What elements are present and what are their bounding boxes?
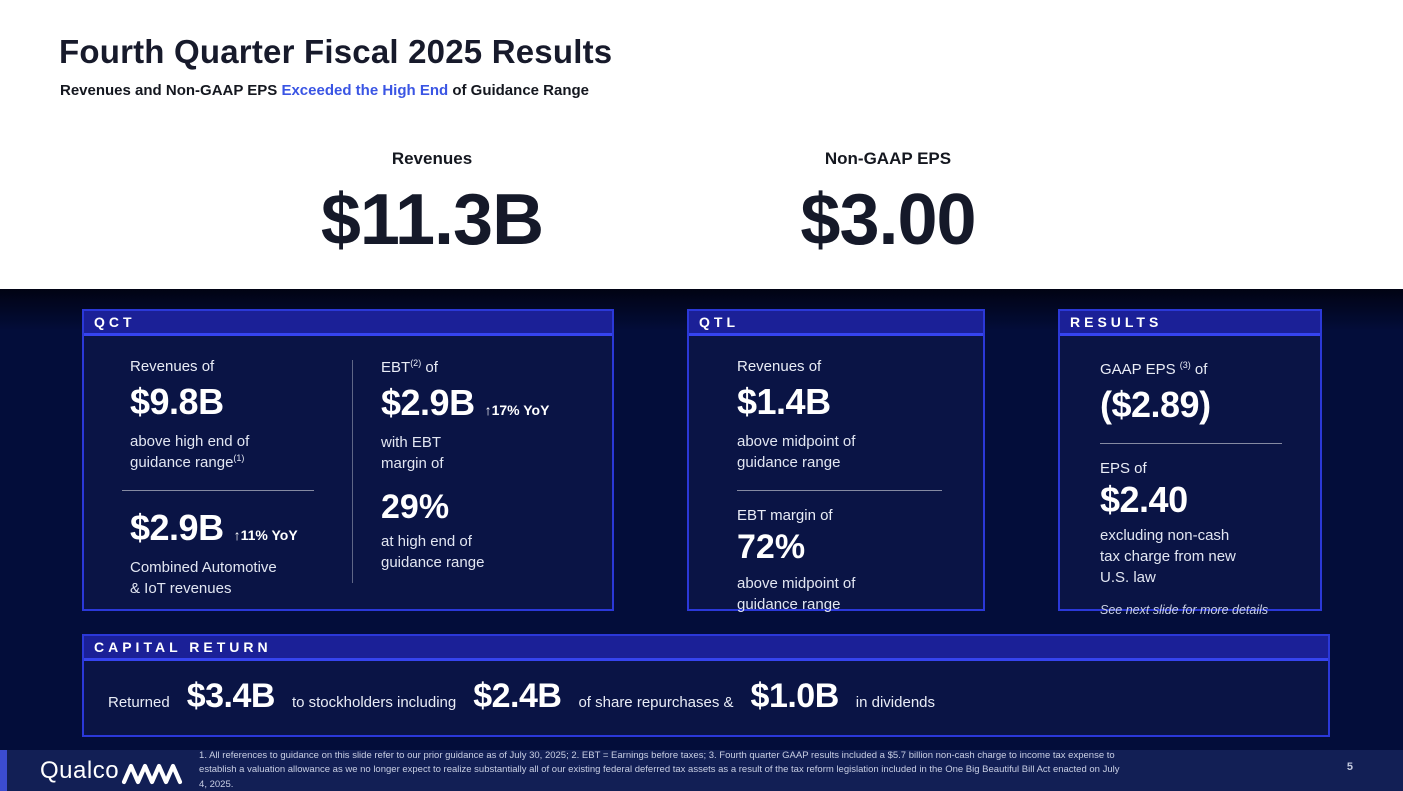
capital-return-panel-header: CAPITAL RETURN: [84, 636, 1328, 661]
results-section: QCT Revenues of $9.8B above high end of …: [0, 289, 1403, 791]
footnote-ref-2: (2): [410, 358, 422, 368]
qtl-revenue-value: $1.4B: [737, 381, 831, 422]
divider: [1100, 443, 1282, 444]
subtitle-prefix: Revenues and Non-GAAP EPS: [60, 82, 282, 99]
qct-revenue-label: Revenues of: [130, 358, 215, 375]
page-title: Fourth Quarter Fiscal 2025 Results: [59, 33, 613, 70]
capital-return-panel: CAPITAL RETURN Returned $3.4B to stockho…: [82, 634, 1330, 737]
subtitle-highlight: Exceeded the High End: [281, 82, 449, 99]
qualcomm-mm-glyph: [121, 763, 183, 784]
capital-dividends-value: $1.0B: [750, 677, 840, 715]
capital-returned-text: Returned: [108, 694, 170, 711]
results-panel-body: GAAP EPS (3) of ($2.89) EPS of $2.40 exc…: [1060, 336, 1320, 617]
qct-left-column: Revenues of $9.8B above high end of guid…: [122, 358, 352, 609]
qtl-ebt-margin-label: EBT margin of: [737, 507, 833, 524]
capital-dividends-text: in dividends: [855, 694, 935, 711]
see-next-slide-note: See next slide for more details: [1100, 603, 1269, 617]
capital-repurchases-value: $2.4B: [473, 677, 562, 715]
results-panel: RESULTS GAAP EPS (3) of ($2.89) EPS of $…: [1058, 309, 1322, 617]
revenues-value: $11.3B: [320, 180, 544, 260]
qualcomm-logo: Qualco: [40, 755, 183, 787]
headline-metric-revenues: Revenues $11.3B: [250, 149, 614, 261]
subtitle-suffix: of Guidance Range: [448, 82, 590, 99]
qct-auto-iot-yoy: ↑11% YoY: [233, 527, 298, 543]
gaap-eps-label: GAAP EPS (3) of: [1100, 360, 1208, 378]
qct-auto-iot-desc: Combined Automotive & IoT revenues: [130, 559, 277, 597]
capital-stockholders-text: to stockholders including: [291, 694, 457, 711]
qct-auto-iot-value: $2.9B ↑11% YoY: [130, 507, 298, 548]
adjusted-eps-label: EPS of: [1100, 460, 1147, 477]
qtl-panel-body: Revenues of $1.4B above midpoint of guid…: [689, 336, 983, 615]
divider: [737, 490, 942, 491]
qct-ebt-yoy: ↑17% YoY: [484, 402, 550, 418]
headline-metric-non-gaap-eps: Non-GAAP EPS $3.00: [706, 149, 1070, 261]
qct-panel-body: Revenues of $9.8B above high end of guid…: [84, 336, 612, 609]
non-gaap-eps-value: $3.00: [800, 180, 976, 260]
capital-return-body: Returned $3.4B to stockholders including…: [84, 661, 1328, 716]
qtl-ebt-margin-desc: above midpoint of guidance range: [737, 575, 856, 613]
qct-revenue-value: $9.8B: [130, 381, 224, 422]
qualcomm-logo-text: Qualco: [40, 756, 120, 784]
non-gaap-eps-label: Non-GAAP EPS: [824, 149, 952, 168]
qct-ebt-margin-desc: at high end of guidance range: [381, 533, 485, 571]
capital-repurchases-text: of share repurchases &: [578, 694, 734, 711]
gaap-eps-value: ($2.89): [1100, 384, 1211, 425]
revenues-label: Revenues: [391, 149, 473, 168]
footnote-text: 1. All references to guidance on this sl…: [199, 750, 1120, 790]
footnote-ref-3: (3): [1179, 360, 1191, 370]
qct-panel: QCT Revenues of $9.8B above high end of …: [82, 309, 614, 611]
qtl-ebt-margin-value: 72%: [737, 528, 806, 566]
qct-ebt-value: $2.9B ↑17% YoY: [381, 382, 550, 423]
footer-accent-bar: [0, 750, 7, 791]
divider: [122, 490, 314, 491]
qct-right-column: EBT(2) of $2.9B ↑17% YoY with EBT margin …: [353, 358, 594, 609]
subtitle: Revenues and Non-GAAP EPS Exceeded the H…: [60, 82, 589, 99]
page-number: 5: [1346, 761, 1353, 773]
capital-total-value: $3.4B: [186, 677, 276, 715]
footnote-ref-1: (1): [233, 453, 245, 463]
qct-ebt-margin-value: 29%: [381, 488, 450, 526]
qct-revenue-desc: above high end of guidance range(1): [130, 433, 250, 471]
qct-ebt-label: EBT(2) of: [381, 358, 438, 376]
qtl-revenue-label: Revenues of: [737, 358, 822, 375]
qtl-revenue-desc: above midpoint of guidance range: [737, 433, 856, 471]
adjusted-eps-value: $2.40: [1100, 479, 1188, 520]
adjusted-eps-desc: excluding non-cash tax charge from new U…: [1100, 527, 1236, 586]
qct-ebt-desc: with EBT margin of: [381, 434, 444, 472]
vertical-divider: [352, 360, 353, 583]
qtl-panel-header: QTL: [689, 311, 983, 336]
results-panel-header: RESULTS: [1060, 311, 1320, 336]
qct-panel-header: QCT: [84, 311, 612, 336]
qtl-panel: QTL Revenues of $1.4B above midpoint of …: [687, 309, 985, 613]
footer: Qualco 1. All references to guidance on …: [0, 750, 1403, 791]
